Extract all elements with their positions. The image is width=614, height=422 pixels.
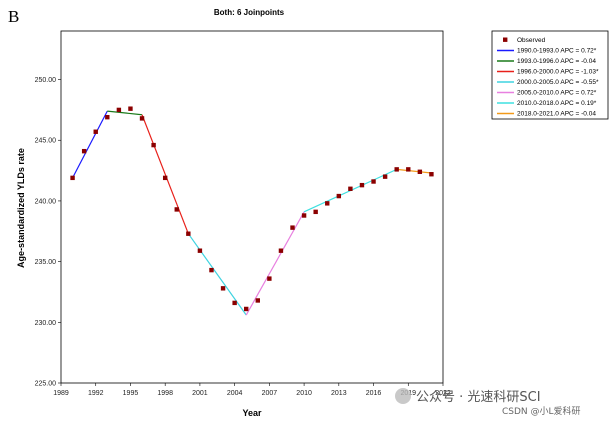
x-tick-label: 2007: [262, 390, 278, 397]
x-tick-label: 2001: [192, 390, 208, 397]
observed-point: [267, 276, 272, 281]
y-tick-label: 240.00: [35, 198, 57, 205]
observed-point: [348, 186, 353, 191]
wechat-icon: [395, 388, 411, 404]
legend-label-2: 1993.0-1996.0 APC = -0.04: [517, 58, 596, 65]
observed-point: [220, 286, 226, 291]
x-tick-label: 2016: [366, 390, 382, 397]
y-axis-title: Age-standardized YLDs rate: [16, 148, 26, 268]
x-axis-title: Year: [242, 408, 262, 418]
legend-label-5: 2005.0-2010.0 APC = 0.72*: [517, 90, 597, 97]
watermark-line2: CSDN @小L爱科研: [502, 405, 581, 417]
observed-point: [186, 231, 191, 236]
y-tick-label: 245.00: [35, 138, 57, 145]
observed-point: [70, 175, 75, 181]
x-tick-label: 2013: [331, 390, 347, 397]
observed-point: [394, 167, 399, 172]
legend-label-7: 2018.0-2021.0 APC = -0.04: [517, 111, 596, 118]
x-tick-label: 1998: [157, 390, 173, 397]
observed-point: [382, 174, 388, 179]
observed-points: [70, 106, 434, 312]
segment-line-3: [141, 114, 189, 234]
watermark: 公众号 · 光速科研SCI CSDN @小L爱科研: [395, 388, 581, 417]
observed-point: [406, 167, 411, 172]
legend-marker-observed: [503, 37, 508, 42]
observed-point: [139, 116, 145, 121]
legend-label-6: 2010.0-2018.0 APC = 0.19*: [517, 100, 597, 107]
observed-point: [244, 306, 249, 312]
observed-point: [162, 175, 168, 181]
observed-point: [278, 248, 284, 253]
segment-line-7: [396, 168, 432, 174]
observed-point: [255, 298, 260, 303]
x-tick-label: 1992: [88, 390, 104, 397]
observed-point: [325, 201, 330, 206]
x-axis: 1989 1992 1995 1998 2001 2004 2007 2010 2013 2016…: [53, 383, 451, 397]
observed-point: [81, 148, 87, 154]
observed-point: [209, 267, 214, 273]
legend: Observed 1990.0-1993.0 APC = 0.72* 1993.0-…: [491, 30, 609, 120]
y-tick-label: 250.00: [35, 77, 57, 84]
observed-point: [336, 193, 342, 199]
observed-point: [116, 107, 122, 113]
observed-point: [105, 114, 110, 120]
legend-box: [491, 30, 609, 120]
observed-point: [93, 129, 98, 134]
observed-point: [301, 213, 307, 218]
x-tick-label: 1995: [123, 390, 139, 397]
legend-label-3: 1996.0-2000.0 APC = -1.03*: [517, 69, 599, 76]
y-tick-label: 235.00: [35, 259, 57, 266]
y-axis: 225.00 230.00 235.00 240.00 245.00 250.00: [35, 77, 61, 388]
observed-point: [429, 172, 434, 177]
y-tick-label: 230.00: [35, 320, 57, 327]
x-tick-label: 2010: [296, 390, 312, 397]
observed-point: [151, 142, 156, 148]
legend-label-1: 1990.0-1993.0 APC = 0.72*: [517, 48, 597, 55]
panel-letter: B: [8, 7, 19, 26]
legend-label-4: 2000.0-2005.0 APC = -0.55*: [517, 79, 599, 86]
observed-point: [232, 300, 237, 306]
legend-label-observed: Observed: [517, 37, 546, 44]
observed-point: [290, 225, 295, 230]
observed-point: [174, 207, 179, 212]
observed-point: [371, 179, 376, 184]
x-tick-label: 2022: [435, 390, 451, 397]
watermark-line1: 公众号 · 光速科研SCI: [416, 390, 541, 405]
chart-title: Both: 6 Joinpoints: [214, 8, 285, 17]
segment-line-1: [72, 110, 108, 179]
x-tick-label: 2004: [227, 390, 243, 397]
observed-point: [128, 106, 133, 111]
y-tick-label: 225.00: [35, 381, 57, 388]
observed-point: [359, 182, 365, 188]
x-tick-label: 1989: [53, 390, 69, 397]
observed-point: [197, 248, 203, 253]
observed-point: [313, 209, 318, 215]
segment-line-2: [107, 110, 143, 116]
plot-area: [60, 30, 444, 384]
observed-point: [417, 169, 423, 174]
